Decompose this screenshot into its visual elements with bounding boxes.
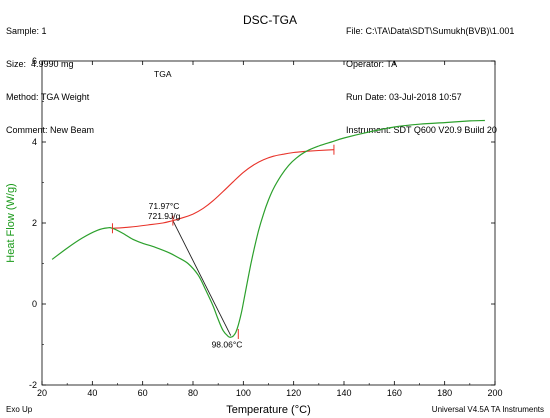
x-tick-label: 20 <box>37 388 47 398</box>
file-info: File: C:\TA\Data\SDT\Sumukh(BVB)\1.001 O… <box>346 4 514 147</box>
plot-frame <box>41 60 496 386</box>
axes: 20 40 60 80 100 120 140 160 180 200 -2 0 2 4 6 Temperat… <box>5 56 503 416</box>
y-tick-label: -2 <box>29 380 37 390</box>
y-tick-label: 4 <box>32 137 37 147</box>
x-tick-label: 180 <box>437 388 452 398</box>
x-tick-label: 80 <box>188 388 198 398</box>
software-label: Universal V4.5A TA Instruments <box>431 405 544 414</box>
tga-series-line <box>51 119 485 338</box>
onset-annotation: 721.9J/g <box>148 211 181 221</box>
run-date-line: Run Date: 03-Jul-2018 10:57 <box>346 92 462 102</box>
sample-info: Sample: 1 Size: 4.9990 mg Method: TGA We… <box>6 4 94 147</box>
x-tick-label: 100 <box>236 388 251 398</box>
instrument-line: Instrument: SDT Q600 V20.9 Build 20 <box>346 125 497 135</box>
onset-annotation: 71.97°C <box>149 201 180 211</box>
peak-annotation: 98.06°C <box>212 340 243 350</box>
exo-up-label: Exo Up <box>6 405 33 414</box>
series-label-tga: TGA <box>154 69 172 79</box>
x-tick-label: 120 <box>286 388 301 398</box>
chart-title-block: DSC-TGA <box>0 13 550 27</box>
x-tick-label: 60 <box>138 388 148 398</box>
sample-line: Sample: 1 <box>6 26 47 36</box>
x-tick-label: 200 <box>487 388 502 398</box>
y-tick-label: 6 <box>32 56 37 66</box>
method-line: Method: TGA Weight <box>6 92 90 102</box>
file-line: File: C:\TA\Data\SDT\Sumukh(BVB)\1.001 <box>346 26 515 36</box>
x-axis-label: Temperature (°C) <box>226 404 310 416</box>
x-tick-label: 160 <box>387 388 402 398</box>
x-tick-label: 40 <box>87 388 97 398</box>
operator-line: Operator: TA <box>346 59 398 69</box>
onset-tangent-line <box>172 220 232 336</box>
data-lines <box>51 119 485 338</box>
y-tick-label: 2 <box>32 218 37 228</box>
comment-line: Comment: New Beam <box>6 125 95 135</box>
markers <box>111 144 335 339</box>
x-tick-label: 140 <box>336 388 351 398</box>
chart-title: DSC-TGA <box>243 13 297 27</box>
y-axis-label: Heat Flow (W/g) <box>5 183 17 262</box>
y-tick-label: 0 <box>32 299 37 309</box>
size-line: Size: 4.9990 mg <box>6 59 74 69</box>
baseline-series-line <box>112 149 334 229</box>
